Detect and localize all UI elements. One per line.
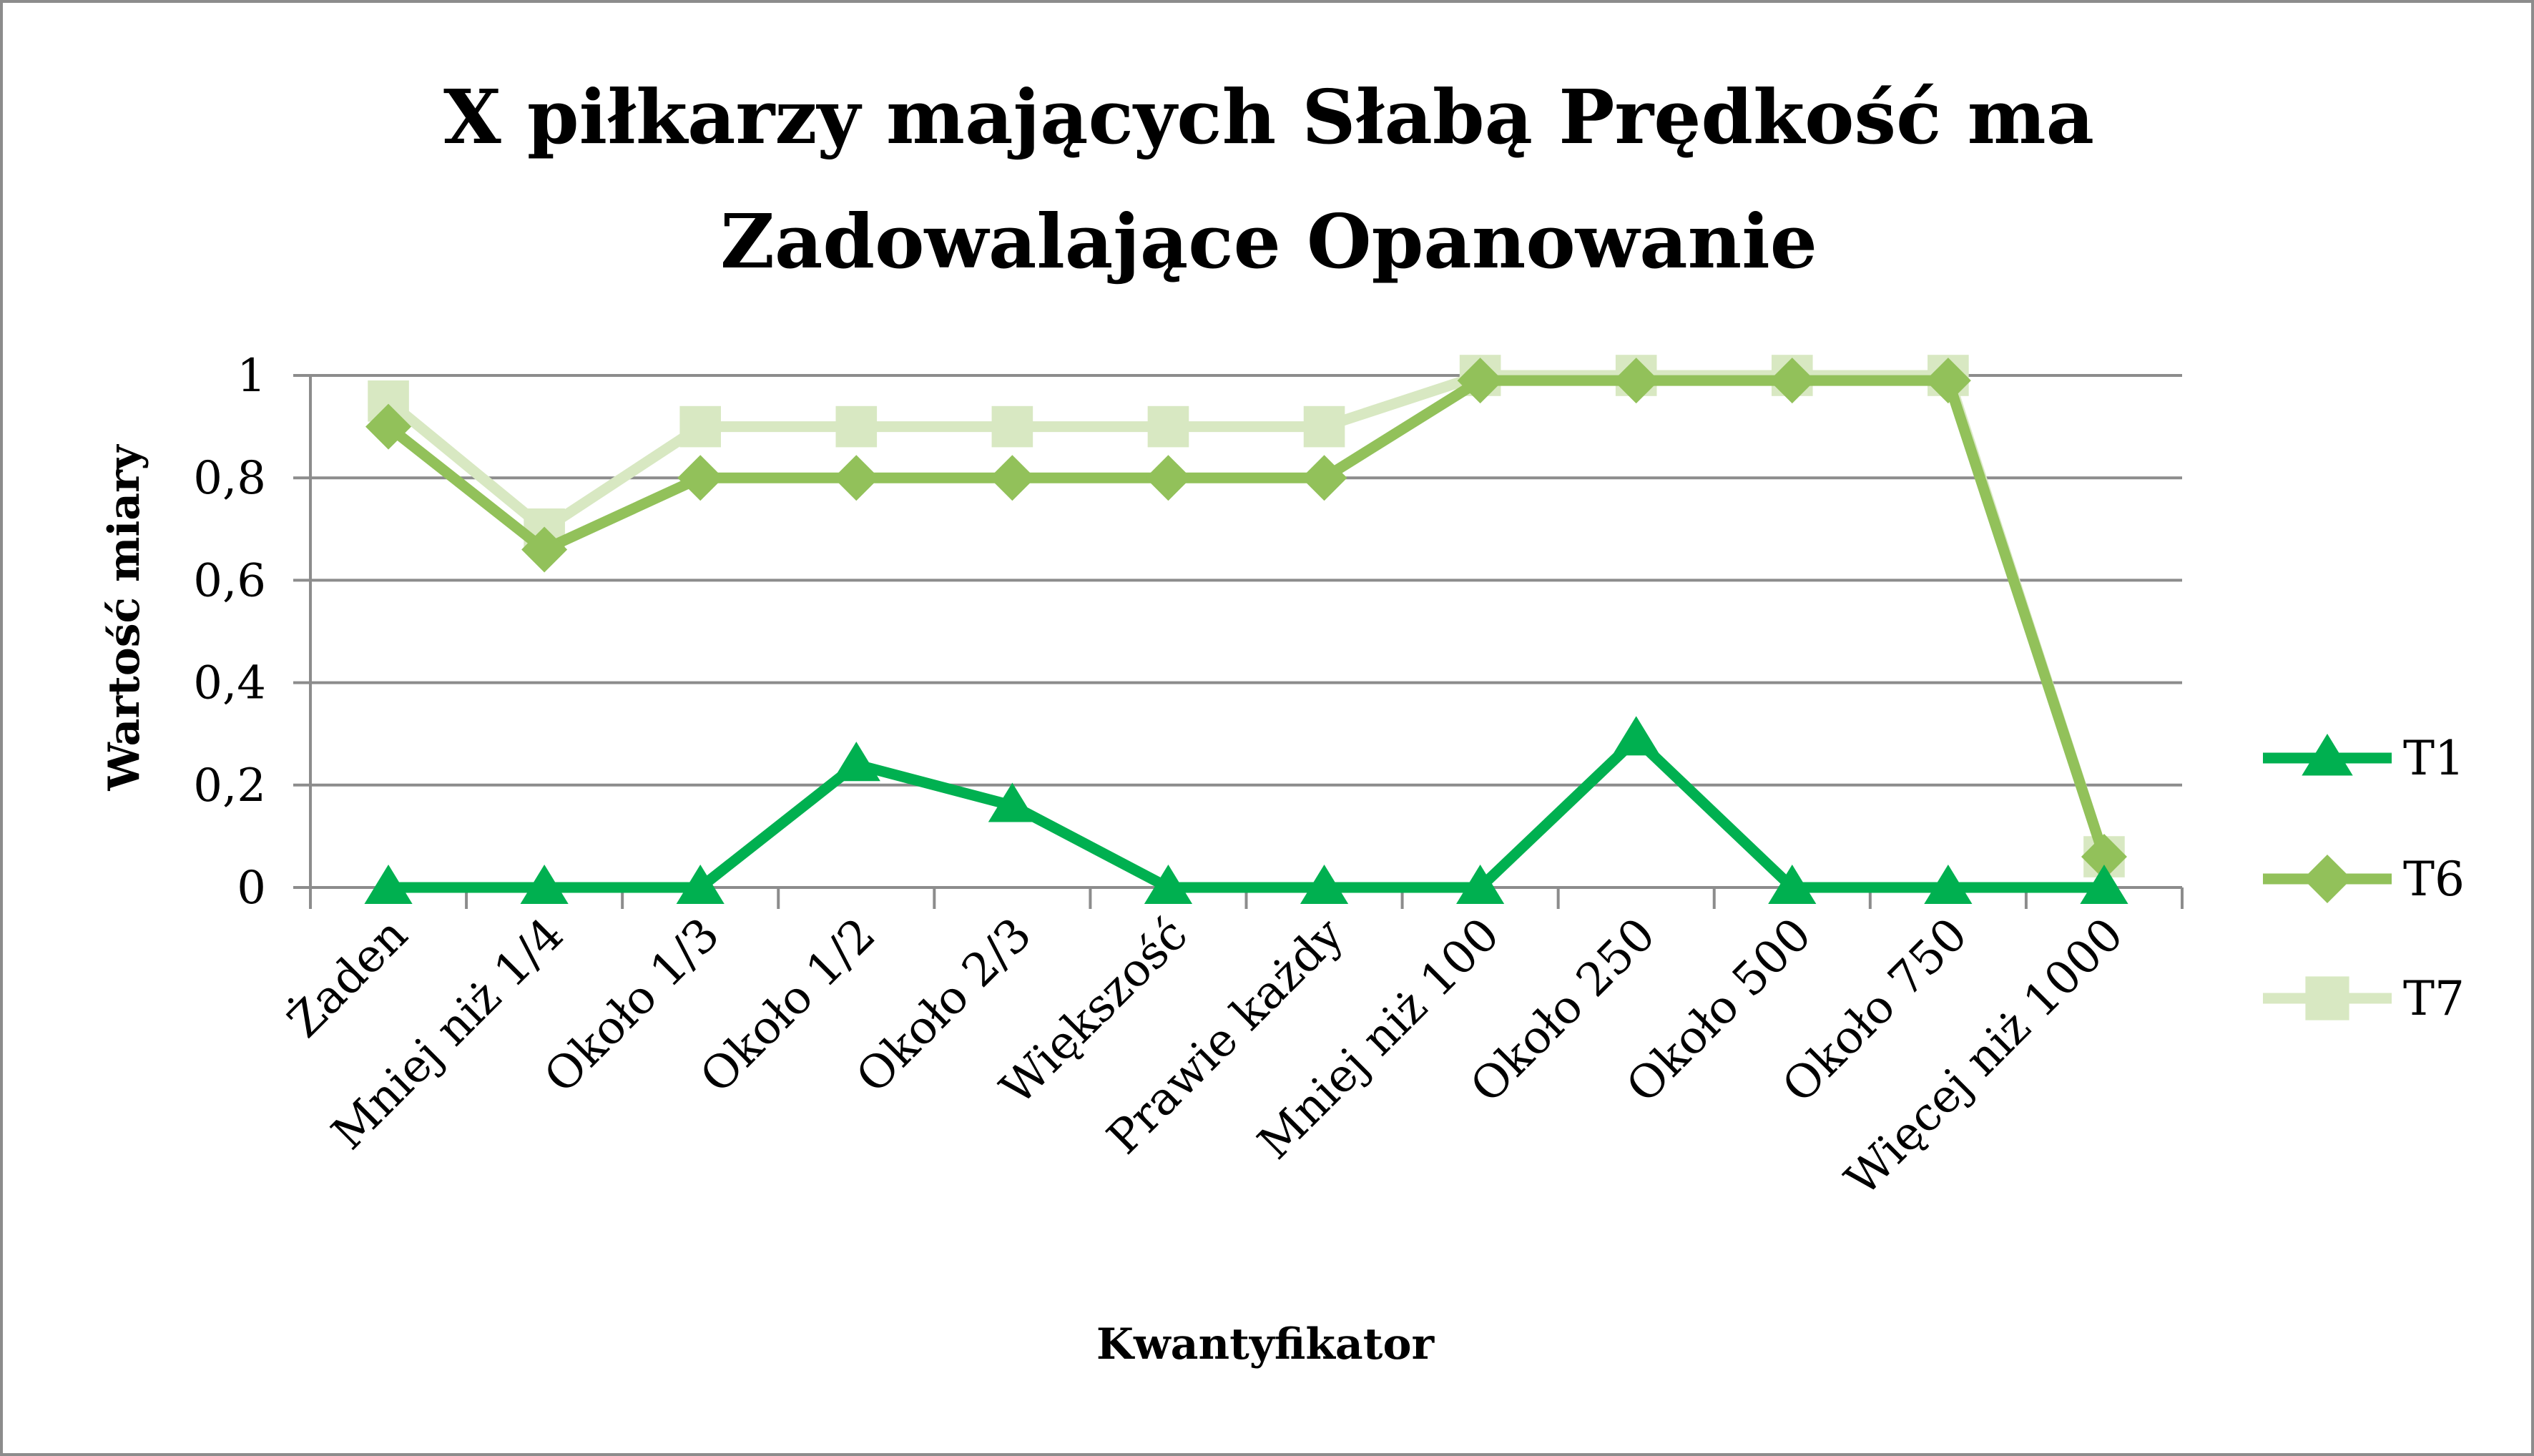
data-point-T6-0 bbox=[365, 403, 412, 450]
y-tick-label-4: 0,8 bbox=[193, 452, 266, 505]
data-point-T6-1 bbox=[521, 526, 568, 573]
chart-title-line-1: X piłkarzy mających Słabą Prędkość ma bbox=[443, 73, 2094, 161]
data-point-T6-2 bbox=[677, 455, 724, 501]
x-tick-label-11: Więcej niż 1000 bbox=[1835, 908, 2133, 1206]
chart-title-line-2: Zadowalające Opanowanie bbox=[720, 197, 1817, 285]
series-T1 bbox=[364, 716, 2128, 905]
data-point-T1-6 bbox=[1300, 865, 1349, 905]
data-point-T1-1 bbox=[520, 865, 569, 905]
data-point-T6-11 bbox=[2081, 834, 2127, 880]
y-tick-label-0: 0 bbox=[237, 862, 266, 915]
legend-label-T1: T1 bbox=[2403, 731, 2465, 786]
data-point-T6-7 bbox=[1457, 358, 1503, 404]
data-point-T1-2 bbox=[676, 865, 725, 905]
legend-label-T7: T7 bbox=[2403, 971, 2465, 1026]
series-group bbox=[364, 355, 2128, 905]
data-point-T7-5 bbox=[1147, 405, 1189, 448]
data-point-T6-3 bbox=[833, 455, 880, 501]
series-T7 bbox=[368, 355, 2125, 877]
data-point-T7-2 bbox=[679, 405, 722, 448]
data-point-T1-3 bbox=[832, 742, 880, 782]
legend-label-T6: T6 bbox=[2403, 852, 2465, 907]
data-point-T7-4 bbox=[991, 405, 1033, 448]
data-point-T7-6 bbox=[1303, 405, 1345, 448]
x-axis-title: Kwantyfikator bbox=[1096, 1319, 1435, 1369]
legend-item-T1: T1 bbox=[2263, 731, 2465, 786]
data-point-T6-8 bbox=[1613, 358, 1659, 404]
data-point-T1-10 bbox=[1924, 865, 1973, 905]
y-tick-label-3: 0,6 bbox=[193, 554, 266, 607]
legend-marker-T7 bbox=[2305, 976, 2349, 1020]
line-chart: X piłkarzy mających Słabą Prędkość ma Za… bbox=[99, 73, 2465, 1369]
data-point-T1-4 bbox=[988, 782, 1036, 822]
data-point-T6-10 bbox=[1925, 358, 1971, 404]
data-point-T1-9 bbox=[1768, 865, 1817, 905]
gridlines bbox=[310, 374, 2182, 787]
y-tick-label-5: 1 bbox=[237, 350, 266, 403]
data-point-T7-3 bbox=[835, 405, 878, 448]
data-point-T1-8 bbox=[1612, 716, 1661, 756]
y-axis-title: Wartość miary bbox=[99, 443, 149, 791]
data-point-T1-5 bbox=[1144, 865, 1193, 905]
y-tick-label-2: 0,4 bbox=[193, 657, 266, 710]
legend-marker-T1 bbox=[2302, 734, 2353, 776]
data-point-T1-7 bbox=[1456, 865, 1505, 905]
axes bbox=[293, 374, 2184, 909]
legend: T1 T6 T7 bbox=[2263, 731, 2465, 1026]
data-point-T6-4 bbox=[989, 455, 1036, 501]
data-point-T6-6 bbox=[1301, 455, 1347, 501]
legend-marker-T6 bbox=[2303, 855, 2352, 903]
data-point-T1-0 bbox=[364, 865, 413, 905]
data-point-T6-9 bbox=[1769, 358, 1815, 404]
legend-item-T7: T7 bbox=[2263, 971, 2465, 1026]
series-line-T6 bbox=[385, 375, 2110, 859]
legend-item-T6: T6 bbox=[2263, 852, 2465, 907]
series-line-T1 bbox=[388, 733, 2104, 893]
y-tick-label-1: 0,2 bbox=[193, 759, 266, 812]
series-T6 bbox=[365, 358, 2127, 880]
x-tick-label-0: Żaden bbox=[278, 907, 418, 1048]
data-point-T6-5 bbox=[1145, 455, 1192, 501]
data-point-T1-11 bbox=[2080, 865, 2128, 905]
